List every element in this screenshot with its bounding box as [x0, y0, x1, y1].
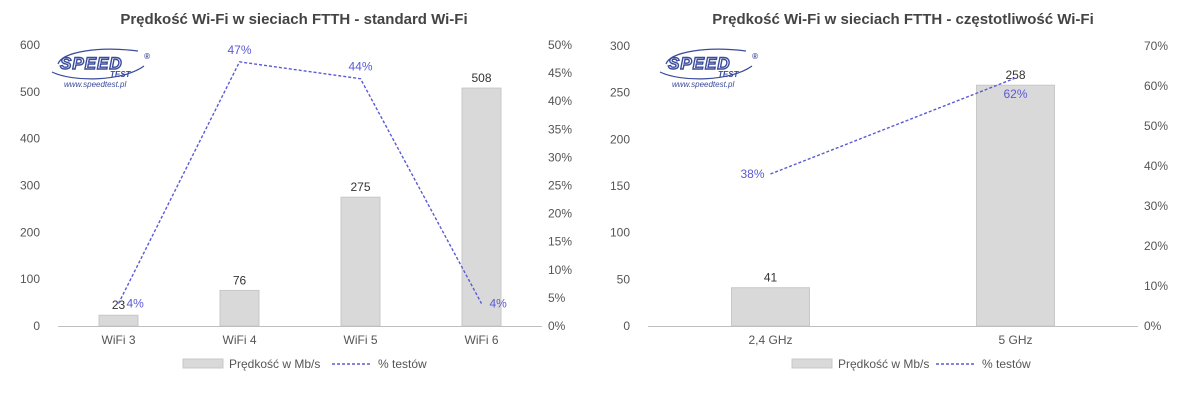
line-value-label: 47% — [227, 43, 251, 57]
line-value-label: 62% — [1003, 87, 1027, 101]
y2-tick-label: 60% — [1144, 79, 1168, 93]
y2-tick-label: 5% — [548, 291, 566, 305]
y-tick-label: 600 — [20, 38, 40, 52]
bar — [731, 287, 810, 327]
y-tick-label: 200 — [610, 132, 630, 146]
y-tick-label: 150 — [610, 179, 630, 193]
y-tick-label: 400 — [20, 132, 40, 146]
legend-label: % testów — [378, 357, 427, 371]
y-tick-label: 0 — [33, 319, 40, 333]
y2-tick-label: 45% — [548, 66, 572, 80]
y-tick-label: 0 — [623, 319, 630, 333]
y2-tick-label: 25% — [548, 179, 572, 193]
chart-wifi-frequency: Prędkość Wi-Fi w sieciach FTTH - częstot… — [610, 11, 1168, 371]
legend-label: % testów — [982, 357, 1031, 371]
y2-tick-label: 50% — [1144, 119, 1168, 133]
chart-title: Prędkość Wi-Fi w sieciach FTTH - standar… — [120, 11, 467, 28]
bar-value-label: 258 — [1005, 68, 1025, 82]
y2-tick-label: 20% — [1144, 239, 1168, 253]
y2-tick-label: 0% — [1144, 319, 1162, 333]
bar — [461, 87, 502, 327]
chart-title: Prędkość Wi-Fi w sieciach FTTH - częstot… — [712, 11, 1093, 28]
y2-tick-label: 20% — [548, 207, 572, 221]
y-tick-label: 50 — [617, 272, 631, 286]
bar-value-label: 508 — [471, 71, 491, 85]
bar — [976, 84, 1055, 327]
logo-registered-mark: ® — [144, 52, 150, 61]
chart-wifi-standard: Prędkość Wi-Fi w sieciach FTTH - standar… — [20, 11, 572, 371]
logo-swoosh-icon — [665, 48, 747, 65]
line-value-label: 44% — [348, 60, 372, 74]
logo-swoosh-icon — [57, 48, 139, 65]
series-line-percent-tests — [770, 77, 1016, 175]
y-tick-label: 200 — [20, 225, 40, 239]
logo-swoosh-icon — [51, 65, 145, 80]
x-tick-label: WiFi 3 — [102, 333, 136, 347]
logo-url: www.speedtest.pl — [672, 80, 734, 89]
y2-tick-label: 35% — [548, 122, 572, 136]
y2-tick-label: 10% — [1144, 279, 1168, 293]
y2-tick-label: 30% — [548, 150, 572, 164]
y-tick-label: 300 — [610, 39, 630, 53]
bar — [219, 289, 260, 327]
x-tick-label: WiFi 6 — [465, 333, 499, 347]
logo-subtitle: TEST — [110, 70, 132, 79]
y-tick-label: 500 — [20, 85, 40, 99]
y-tick-label: 100 — [610, 226, 630, 240]
logo-registered-mark: ® — [752, 52, 758, 61]
logo-swoosh-icon — [659, 65, 753, 80]
bar-value-label: 23 — [112, 298, 126, 312]
y2-tick-label: 70% — [1144, 39, 1168, 53]
bar-value-label: 275 — [350, 180, 370, 194]
y-tick-label: 250 — [610, 86, 630, 100]
bar — [98, 314, 139, 327]
line-value-label: 38% — [741, 167, 765, 181]
legend-swatch-bar — [791, 358, 833, 369]
x-tick-label: 5 GHz — [998, 333, 1032, 347]
y2-tick-label: 40% — [548, 94, 572, 108]
y2-tick-label: 30% — [1144, 199, 1168, 213]
bar — [340, 196, 381, 327]
logo-wordmark: SPEED — [60, 54, 123, 73]
bar-value-label: 41 — [764, 271, 778, 285]
logo-wordmark: SPEED — [668, 54, 731, 73]
legend-label: Prędkość w Mb/s — [838, 357, 929, 371]
legend-label: Prędkość w Mb/s — [229, 357, 320, 371]
y2-tick-label: 50% — [548, 38, 572, 52]
y-tick-label: 100 — [20, 272, 40, 286]
y-tick-label: 300 — [20, 179, 40, 193]
y2-tick-label: 0% — [548, 319, 566, 333]
y2-tick-label: 15% — [548, 235, 572, 249]
line-value-label: 4% — [490, 297, 508, 311]
x-tick-label: WiFi 4 — [223, 333, 257, 347]
x-tick-label: WiFi 5 — [344, 333, 378, 347]
series-line-percent-tests — [117, 61, 483, 304]
y2-tick-label: 10% — [548, 263, 572, 277]
logo-subtitle: TEST — [718, 70, 740, 79]
x-tick-label: 2,4 GHz — [748, 333, 792, 347]
logo-url: www.speedtest.pl — [64, 80, 126, 89]
bar-value-label: 76 — [233, 273, 247, 287]
y2-tick-label: 40% — [1144, 159, 1168, 173]
legend-swatch-bar — [182, 358, 224, 369]
line-value-label: 4% — [127, 297, 145, 311]
